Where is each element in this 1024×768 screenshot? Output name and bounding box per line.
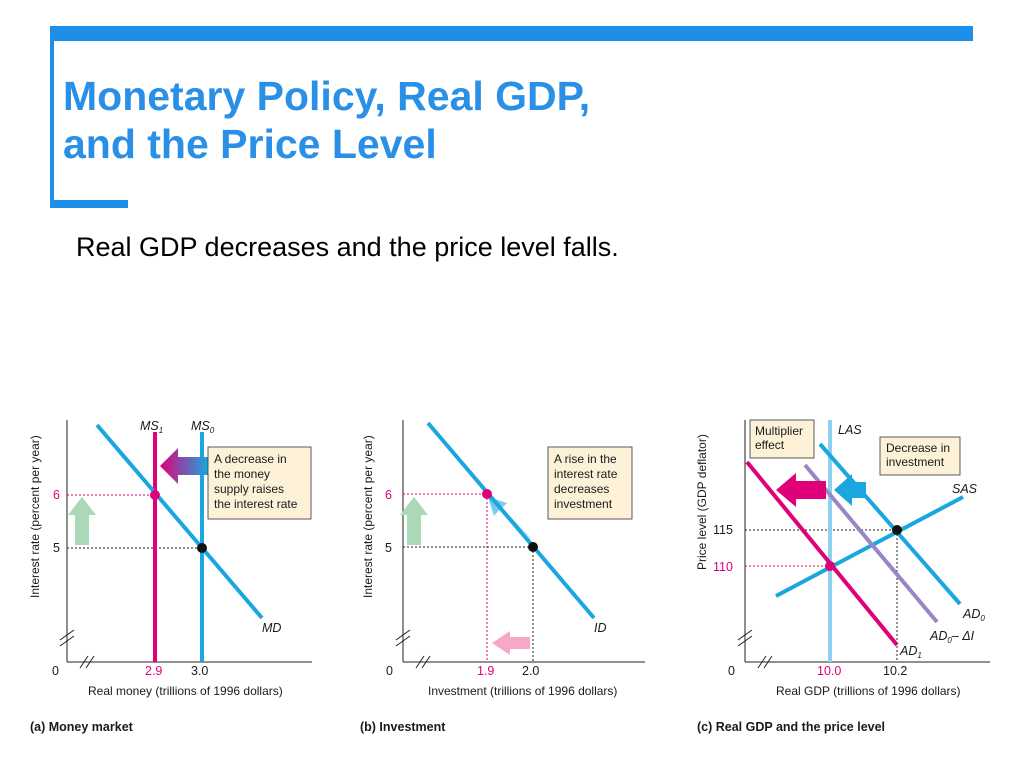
slide-title-line-1: Monetary Policy, Real GDP,: [63, 73, 591, 119]
panel-c-y-axis-break: [737, 629, 753, 647]
panel-b-ytick-5: 5: [385, 541, 392, 555]
slide-subtitle: Real GDP decreases and the price level f…: [76, 232, 619, 262]
panel-c-origin: 0: [728, 664, 735, 678]
panel-c-xlabel: Real GDP (trillions of 1996 dollars): [776, 684, 961, 698]
ad1-curve: [745, 460, 899, 647]
panel-a-caption: (a) Money market: [30, 720, 134, 734]
panel-a-shift-left-arrow: [160, 448, 208, 484]
panel-b-xtick-2.0: 2.0: [522, 664, 539, 678]
slide-title-line-2: and the Price Level: [63, 121, 437, 167]
panel-c-multiplier-arrow: [776, 473, 826, 507]
panel-c-xtick-10.0: 10.0: [817, 664, 841, 678]
md-label: MD: [262, 621, 281, 635]
title-frame-left-bar: [50, 26, 54, 204]
panel-a-point-old: [197, 543, 207, 553]
panel-b-callout-text: A rise in the interest rate decreases inves…: [554, 452, 618, 511]
panel-c-ylabel: Price level (GDP deflator): [695, 434, 709, 570]
panel-c-callout-multiplier-box: [749, 419, 815, 459]
panel-c-ytick-115: 115: [713, 523, 733, 537]
panel-c-ytick-110: 110: [713, 560, 733, 574]
panel-a-origin: 0: [52, 664, 59, 678]
panel-a-ytick-6: 6: [53, 488, 60, 502]
panel-b-callout-box: [547, 446, 633, 520]
panel-c-x-axis-break: [757, 655, 773, 669]
panel-b-caption: (b) Investment: [360, 720, 446, 734]
sas-curve: [775, 495, 964, 598]
ad1-label: AD1: [899, 644, 922, 660]
panel-a-ylabel: Interest rate (percent per year): [28, 435, 42, 598]
ad0-minus-di-curve: [803, 463, 939, 624]
panel-b-point-new: [482, 489, 492, 499]
panel-c-callout-investment-text: Decrease in investment: [886, 441, 950, 469]
ad0-label: AD0: [962, 607, 985, 623]
panel-a-rate-up-arrow: [68, 497, 96, 545]
panel-a-callout-box: [207, 446, 312, 520]
panel-b-x-axis-break: [415, 655, 431, 669]
ad0-minus-di-label: AD0– ΔI: [929, 629, 975, 645]
panel-b-point-old: [528, 542, 538, 552]
panel-b-xlabel: Investment (trillions of 1996 dollars): [428, 684, 617, 698]
panel-investment: Interest rate (percent per year) 0 6 5 1…: [360, 420, 645, 734]
panel-a-xlabel: Real money (trillions of 1996 dollars): [88, 684, 283, 698]
panel-a-point-new: [150, 490, 160, 500]
panel-a-y-axis-break: [59, 629, 75, 647]
panel-c-callout-investment-box: [879, 436, 961, 476]
panel-c-investment-arrow: [834, 474, 866, 506]
panel-c-callout-multiplier-text: Multiplier effect: [755, 424, 803, 452]
panel-c-point-old: [892, 525, 902, 535]
title-frame-bottom-bar: [50, 200, 128, 208]
panel-a-callout-text: A decrease in the money supply raises the i…: [214, 452, 298, 511]
panel-c-caption: (c) Real GDP and the price level: [697, 720, 885, 734]
panel-b-ylabel: Interest rate (percent per year): [361, 435, 375, 598]
panel-b-y-axis-break: [395, 629, 411, 647]
panel-c-xtick-10.2: 10.2: [883, 664, 907, 678]
ad0-curve: [818, 442, 962, 606]
slide-title: Monetary Policy, Real GDP, and the Price…: [63, 72, 590, 168]
panel-a-xtick-3.0: 3.0: [191, 664, 208, 678]
panel-b-rate-up-arrow: [400, 497, 428, 545]
panel-b-movement-arrow: [488, 497, 531, 540]
md-curve: [95, 423, 264, 620]
panel-a-ytick-5: 5: [53, 541, 60, 555]
panel-a-xtick-2.9: 2.9: [145, 664, 162, 678]
panel-c-point-new: [825, 561, 835, 571]
panel-a-x-axis-break: [79, 655, 95, 669]
panel-b-ytick-6: 6: [385, 488, 392, 502]
las-label: LAS: [838, 423, 862, 437]
panel-b-origin: 0: [386, 664, 393, 678]
three-panel-figure: Interest rate (percent per year) 0 6 5 2…: [28, 419, 990, 734]
id-label: ID: [594, 621, 607, 635]
panel-b-xtick-1.9: 1.9: [477, 664, 494, 678]
sas-label: SAS: [952, 482, 978, 496]
panel-real-gdp-price-level: Price level (GDP deflator) 0 115 110 10.…: [695, 419, 990, 734]
ms0-label: MS0: [191, 419, 215, 435]
panel-money-market: Interest rate (percent per year) 0 6 5 2…: [28, 419, 312, 734]
panel-b-investment-left-arrow: [492, 631, 530, 655]
title-frame-top-bar: [50, 26, 973, 41]
ms1-label: MS1: [140, 419, 163, 435]
